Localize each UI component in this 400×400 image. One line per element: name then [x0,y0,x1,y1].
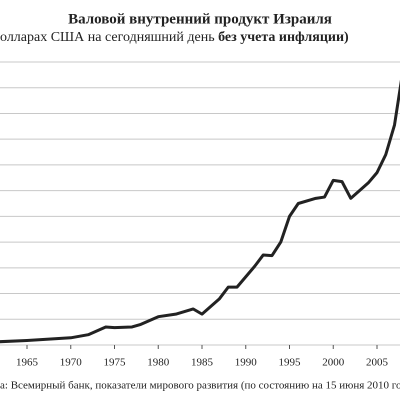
chart-subtitle: олларах США на сегодняшний день без учет… [0,30,349,45]
subtitle-text: олларах США на сегодняшний день [0,30,215,45]
x-tick-label: 1965 [16,357,39,369]
subtitle-bold: без учета инфляции) [218,30,349,45]
x-tick-label: 1975 [104,357,127,369]
x-tick-label: 1990 [235,357,258,369]
data-line [0,79,400,344]
x-tick-label: 2000 [322,357,345,369]
x-tick-label: 1980 [147,357,170,369]
x-tick-label: 1985 [191,357,214,369]
x-tick-label: 1995 [279,357,302,369]
x-tick-label: 1970 [60,357,83,369]
x-tick-label: 2005 [366,357,389,369]
source-note: а: Всемирный банк, показатели мирового р… [0,380,400,392]
chart-title: Валовой внутренний продукт Израиля [68,11,332,27]
